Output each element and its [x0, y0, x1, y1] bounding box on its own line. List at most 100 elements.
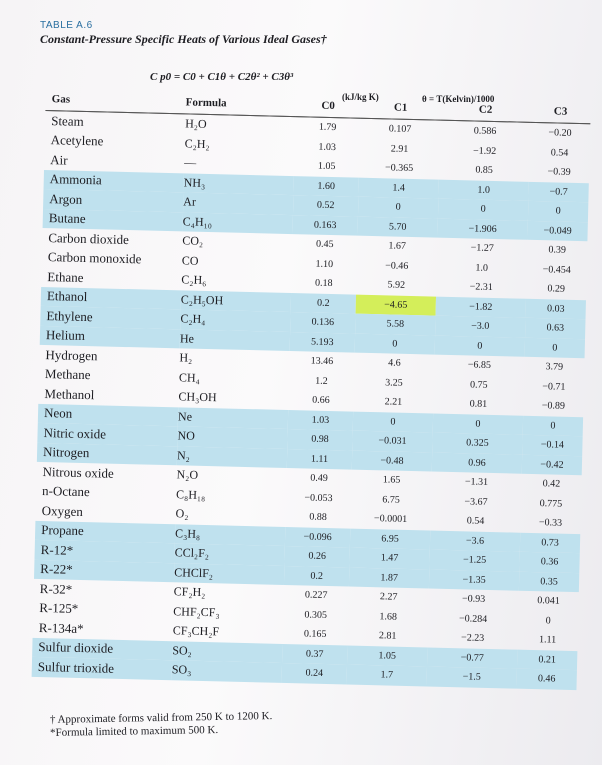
cell-c3: 0 [527, 200, 589, 222]
cell-c2: −3.67 [464, 496, 488, 508]
cell-formula: H₂ [179, 350, 193, 365]
cell-formula: O₂ [175, 506, 189, 521]
cell-formula: N₂O [176, 467, 199, 483]
cell-c2: −3.0 [435, 315, 526, 338]
cell-c0: 5.193 [289, 331, 356, 353]
cell-c0: 1.10 [315, 258, 334, 270]
cell-c2: −0.77 [426, 646, 518, 669]
cell-c1: 3.25 [385, 377, 403, 389]
cell-c3: 0 [545, 615, 551, 627]
cell-c3: −0.7 [528, 181, 589, 203]
cell-c1: −0.46 [385, 260, 409, 272]
cell-formula: SO₃ [171, 660, 283, 683]
cell-c3: 1.11 [538, 634, 557, 646]
cell-c0: 0.163 [292, 214, 358, 236]
cell-c3: 0.21 [516, 649, 578, 671]
cell-c3: 0.35 [518, 571, 580, 593]
cell-c0: 0.26 [284, 545, 350, 568]
cell-c3: 3.79 [545, 361, 564, 373]
table-title: Constant-Pressure Specific Heats of Vari… [40, 32, 327, 46]
cell-c1: 2.27 [379, 591, 398, 603]
cell-c2: −2.31 [469, 281, 493, 294]
cell-formula: — [184, 155, 197, 170]
cell-formula: Ar [183, 192, 294, 215]
table-header: TABLE A.6 Constant-Pressure Specific Hea… [40, 20, 580, 47]
cell-c0: 0.88 [309, 511, 327, 524]
cell-c3: 0 [524, 337, 586, 359]
cell-c2: −1.82 [435, 296, 527, 318]
cell-c1: 6.75 [382, 494, 400, 506]
cell-c1: −0.48 [351, 450, 433, 472]
cell-c1: −0.0001 [373, 513, 408, 526]
cell-c1: 1.4 [358, 177, 439, 199]
cell-c2: −1.906 [437, 218, 528, 240]
cell-c3: −0.71 [542, 380, 566, 393]
cell-c3: −0.42 [521, 454, 583, 476]
cell-c2: −1.5 [426, 666, 517, 689]
cell-c0: 0.45 [315, 238, 334, 251]
col-header-c2: C2 [440, 97, 531, 123]
equation: C p0 = C0 + C1θ + C2θ² + C3θ³ [150, 71, 294, 83]
cell-c3: −0.049 [527, 220, 588, 242]
cell-c2: 1.0 [475, 262, 489, 274]
cell-formula: C₈H₁₈ [175, 487, 206, 502]
cell-c1: 5.70 [357, 216, 438, 238]
cell-formula: CH₃OH [178, 389, 217, 405]
cell-formula: CCl₂F₂ [174, 543, 285, 566]
specific-heat-table: Gas Formula C0 C1 C2 C3 Steam H₂O 1.79 0.10… [31, 88, 591, 690]
cell-c3: 0.041 [537, 595, 560, 607]
cell-formula: C₃H₈ [174, 523, 286, 546]
cell-c0: 0.136 [290, 312, 356, 334]
cell-c3: −0.454 [542, 263, 571, 276]
cell-formula: NO [177, 426, 288, 449]
cell-c3: 0.775 [539, 497, 563, 510]
cell-c1: 2.91 [390, 143, 409, 155]
cell-formula: CO₂ [182, 233, 204, 249]
cell-c1: 0 [354, 333, 436, 355]
cell-c0: 0.66 [312, 394, 330, 407]
table-container: Gas Formula C0 C1 C2 C3 Steam H₂O 1.79 0.10… [31, 88, 591, 721]
cell-c0: 0.165 [303, 628, 327, 641]
cell-formula: NH₃ [183, 172, 294, 196]
cell-c0: 0.37 [282, 643, 348, 665]
cell-c2: 0.85 [475, 164, 493, 177]
cell-formula: CH₄ [178, 370, 201, 385]
cell-c1: 0 [352, 411, 434, 433]
cell-c2: −1.92 [472, 145, 497, 157]
cell-formula: C₂H₆ [181, 272, 207, 288]
cell-c2: −1.25 [429, 549, 520, 572]
cell-c3: −0.14 [522, 434, 583, 456]
cell-c0: 0.49 [310, 472, 328, 485]
cell-c3: 0.39 [548, 244, 567, 256]
cell-c2: 1.0 [438, 179, 529, 201]
cell-formula: C₄H₁₀ [182, 211, 293, 235]
cell-c0: −0.053 [304, 492, 333, 504]
cell-c0: 0.18 [314, 277, 333, 290]
cell-c1: 6.95 [349, 528, 431, 550]
cell-c1: 5.92 [387, 279, 406, 292]
cell-c2: −1.35 [428, 569, 520, 591]
cell-c0: 0.305 [304, 609, 328, 621]
cell-c2: 0.81 [469, 398, 488, 411]
cell-c0: 1.11 [286, 448, 353, 470]
cell-c1: 4.6 [387, 357, 401, 369]
cell-c3: 0.46 [516, 668, 577, 690]
cell-c3: 0.29 [547, 283, 566, 295]
cell-c2: −0.93 [461, 593, 486, 606]
cell-formula: CHF₂CF₃ [173, 604, 220, 620]
cell-c2: −3.6 [429, 530, 521, 552]
cell-formula: H₂O [184, 116, 207, 132]
cell-c2: −0.284 [458, 613, 488, 625]
col-header-c3: C3 [530, 99, 591, 124]
cell-c2: 0.75 [469, 379, 488, 391]
cell-formula: CHClF₂ [173, 562, 285, 585]
cell-formula: C₂H₄ [180, 309, 291, 332]
cell-c3: 0.03 [525, 298, 586, 320]
cell-c3: −0.39 [547, 166, 571, 179]
cell-c3: −0.33 [538, 517, 563, 529]
cell-formula: N₂ [176, 445, 288, 468]
cell-c1: 2.21 [384, 396, 403, 409]
cell-c1: −0.031 [352, 430, 433, 453]
cell-c0: 1.2 [315, 375, 328, 387]
cell-formula: He [179, 328, 291, 352]
